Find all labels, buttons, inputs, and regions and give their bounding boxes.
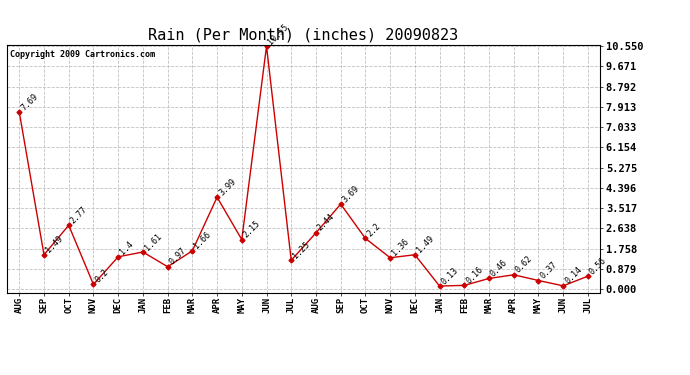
Text: 0.16: 0.16 <box>464 265 485 285</box>
Text: 1.61: 1.61 <box>143 231 164 252</box>
Text: 2.44: 2.44 <box>316 212 337 233</box>
Text: 3.69: 3.69 <box>341 184 361 204</box>
Text: 2.15: 2.15 <box>241 219 262 240</box>
Text: 7.69: 7.69 <box>19 92 40 112</box>
Text: Copyright 2009 Cartronics.com: Copyright 2009 Cartronics.com <box>10 50 155 59</box>
Text: 0.37: 0.37 <box>538 260 559 280</box>
Text: 3.99: 3.99 <box>217 177 237 197</box>
Text: 1.36: 1.36 <box>390 237 411 258</box>
Text: 1.49: 1.49 <box>44 234 64 255</box>
Text: 10.55: 10.55 <box>266 22 290 46</box>
Text: 0.46: 0.46 <box>489 258 509 279</box>
Text: 0.14: 0.14 <box>563 266 584 286</box>
Text: 0.56: 0.56 <box>588 256 609 276</box>
Text: 2.77: 2.77 <box>69 205 89 225</box>
Text: 0.62: 0.62 <box>514 254 534 275</box>
Text: 1.4: 1.4 <box>118 240 135 257</box>
Text: 1.49: 1.49 <box>415 234 435 255</box>
Title: Rain (Per Month) (inches) 20090823: Rain (Per Month) (inches) 20090823 <box>148 27 459 42</box>
Text: 1.66: 1.66 <box>193 230 213 251</box>
Text: 1.25: 1.25 <box>291 240 312 260</box>
Text: 0.97: 0.97 <box>168 246 188 267</box>
Text: 0.2: 0.2 <box>93 267 110 285</box>
Text: 0.13: 0.13 <box>440 266 460 286</box>
Text: 2.2: 2.2 <box>366 222 382 238</box>
